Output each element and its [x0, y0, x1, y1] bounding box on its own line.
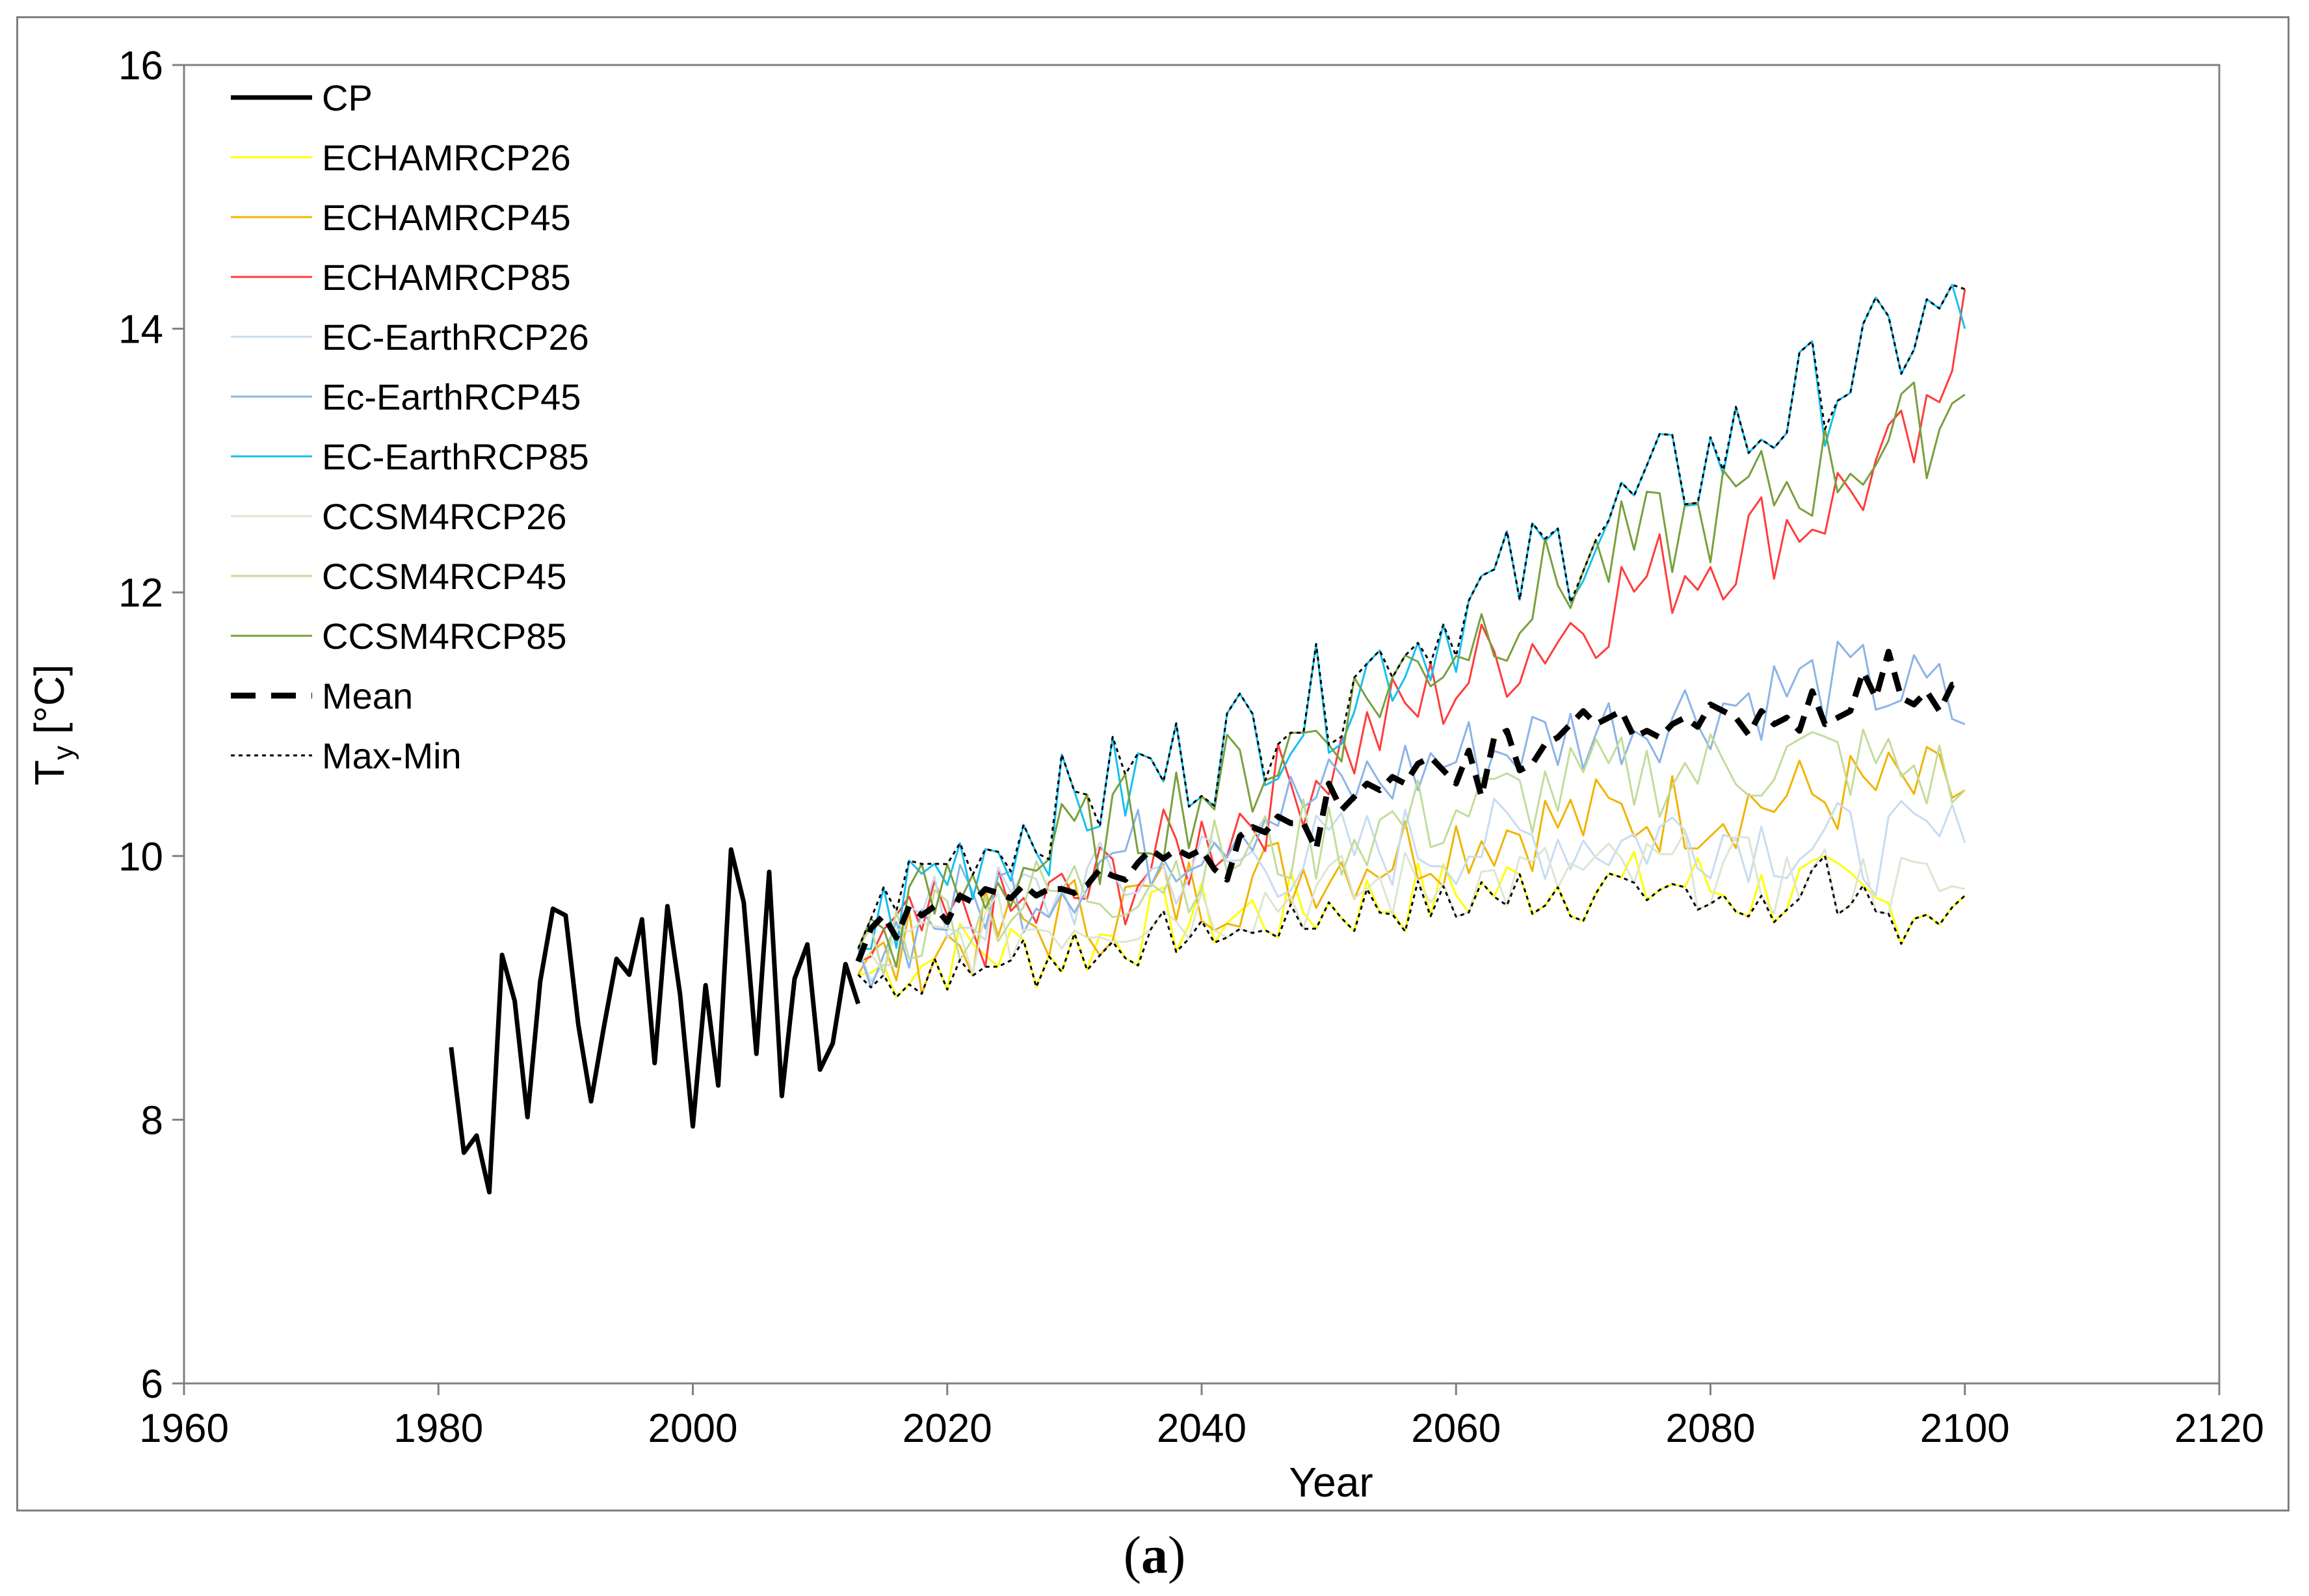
legend-label-ccsm4rcp85: CCSM4RCP85 — [322, 616, 567, 657]
x-tick-label: 2000 — [648, 1406, 738, 1451]
series-line-ec-earthrcp45 — [857, 640, 1966, 989]
series-line-mean — [855, 649, 1965, 963]
legend: CP ECHAMRCP26 ECHAMRCP45 ECHAMRCP85 EC-Earth… — [231, 77, 589, 776]
y-axis-title: Ty [°C] — [26, 664, 79, 785]
x-tick-label: 2120 — [2174, 1406, 2264, 1451]
series-line-ccsm4rcp45 — [857, 728, 1966, 976]
y-axis: 6 8 10 12 14 16 — [118, 44, 184, 1407]
series-layer — [857, 283, 1966, 999]
figure-caption: (a) — [0, 1524, 2309, 1586]
x-tick-label: 2060 — [1411, 1406, 1501, 1451]
y-tick-label: 14 — [118, 307, 163, 352]
legend-label-echamrcp45: ECHAMRCP45 — [322, 197, 571, 238]
series-line-min — [857, 855, 1966, 999]
y-tick-label: 8 — [141, 1098, 163, 1143]
legend-label-mean: Mean — [322, 675, 413, 716]
y-axis-title-subscript: y — [47, 746, 79, 760]
chart-frame — [16, 16, 2289, 1511]
legend-label-echamrcp85: ECHAMRCP85 — [322, 257, 571, 298]
legend-label-echamrcp26: ECHAMRCP26 — [322, 137, 571, 178]
legend-label-cp: CP — [322, 77, 373, 118]
y-axis-title-unit: [°C] — [26, 664, 73, 746]
series-line-ccsm4rcp26 — [858, 830, 1966, 975]
x-tick-label: 2040 — [1157, 1406, 1247, 1451]
legend-label-ec-earthrcp26: EC-EarthRCP26 — [322, 317, 589, 358]
caption-letter: a — [1141, 1525, 1168, 1584]
y-axis-title-main: T — [26, 760, 73, 785]
series-line-cp — [449, 847, 861, 1195]
x-tick-label: 2020 — [903, 1406, 992, 1451]
x-tick-label: 2080 — [1666, 1406, 1756, 1451]
series-line-ccsm4rcp85 — [857, 381, 1966, 968]
caption-close-paren: ) — [1168, 1525, 1186, 1584]
y-tick-label: 6 — [141, 1362, 163, 1407]
legend-label-ec-earthrcp45: Ec-EarthRCP45 — [322, 376, 581, 417]
y-tick-label: 16 — [118, 44, 163, 88]
legend-label-ccsm4rcp26: CCSM4RCP26 — [322, 496, 567, 537]
y-tick-label: 12 — [118, 571, 163, 616]
legend-label-ec-earthrcp85: EC-EarthRCP85 — [322, 436, 589, 477]
series-line-max — [857, 283, 1966, 949]
x-axis: 1960 1980 2000 2020 2040 2060 2080 2100 2120 — [139, 1383, 2264, 1451]
x-tick-label: 2100 — [1920, 1406, 2010, 1451]
series-line-echamrcp45 — [857, 746, 1966, 995]
line-chart: 1960 1980 2000 2020 2040 2060 2080 2100 2120 6 8 1… — [26, 44, 2264, 1506]
legend-label-ccsm4rcp45: CCSM4RCP45 — [322, 556, 567, 597]
caption-open-paren: ( — [1123, 1525, 1141, 1584]
x-axis-title: Year — [1289, 1459, 1373, 1506]
x-tick-label: 1980 — [393, 1406, 483, 1451]
series-line-ec-earthrcp26 — [857, 798, 1966, 982]
cp-layer — [449, 649, 1965, 1195]
series-line-echamrcp85 — [858, 289, 1966, 968]
legend-label-max-min: Max-Min — [322, 735, 462, 776]
x-tick-label: 1960 — [139, 1406, 229, 1451]
y-tick-label: 10 — [118, 835, 163, 880]
